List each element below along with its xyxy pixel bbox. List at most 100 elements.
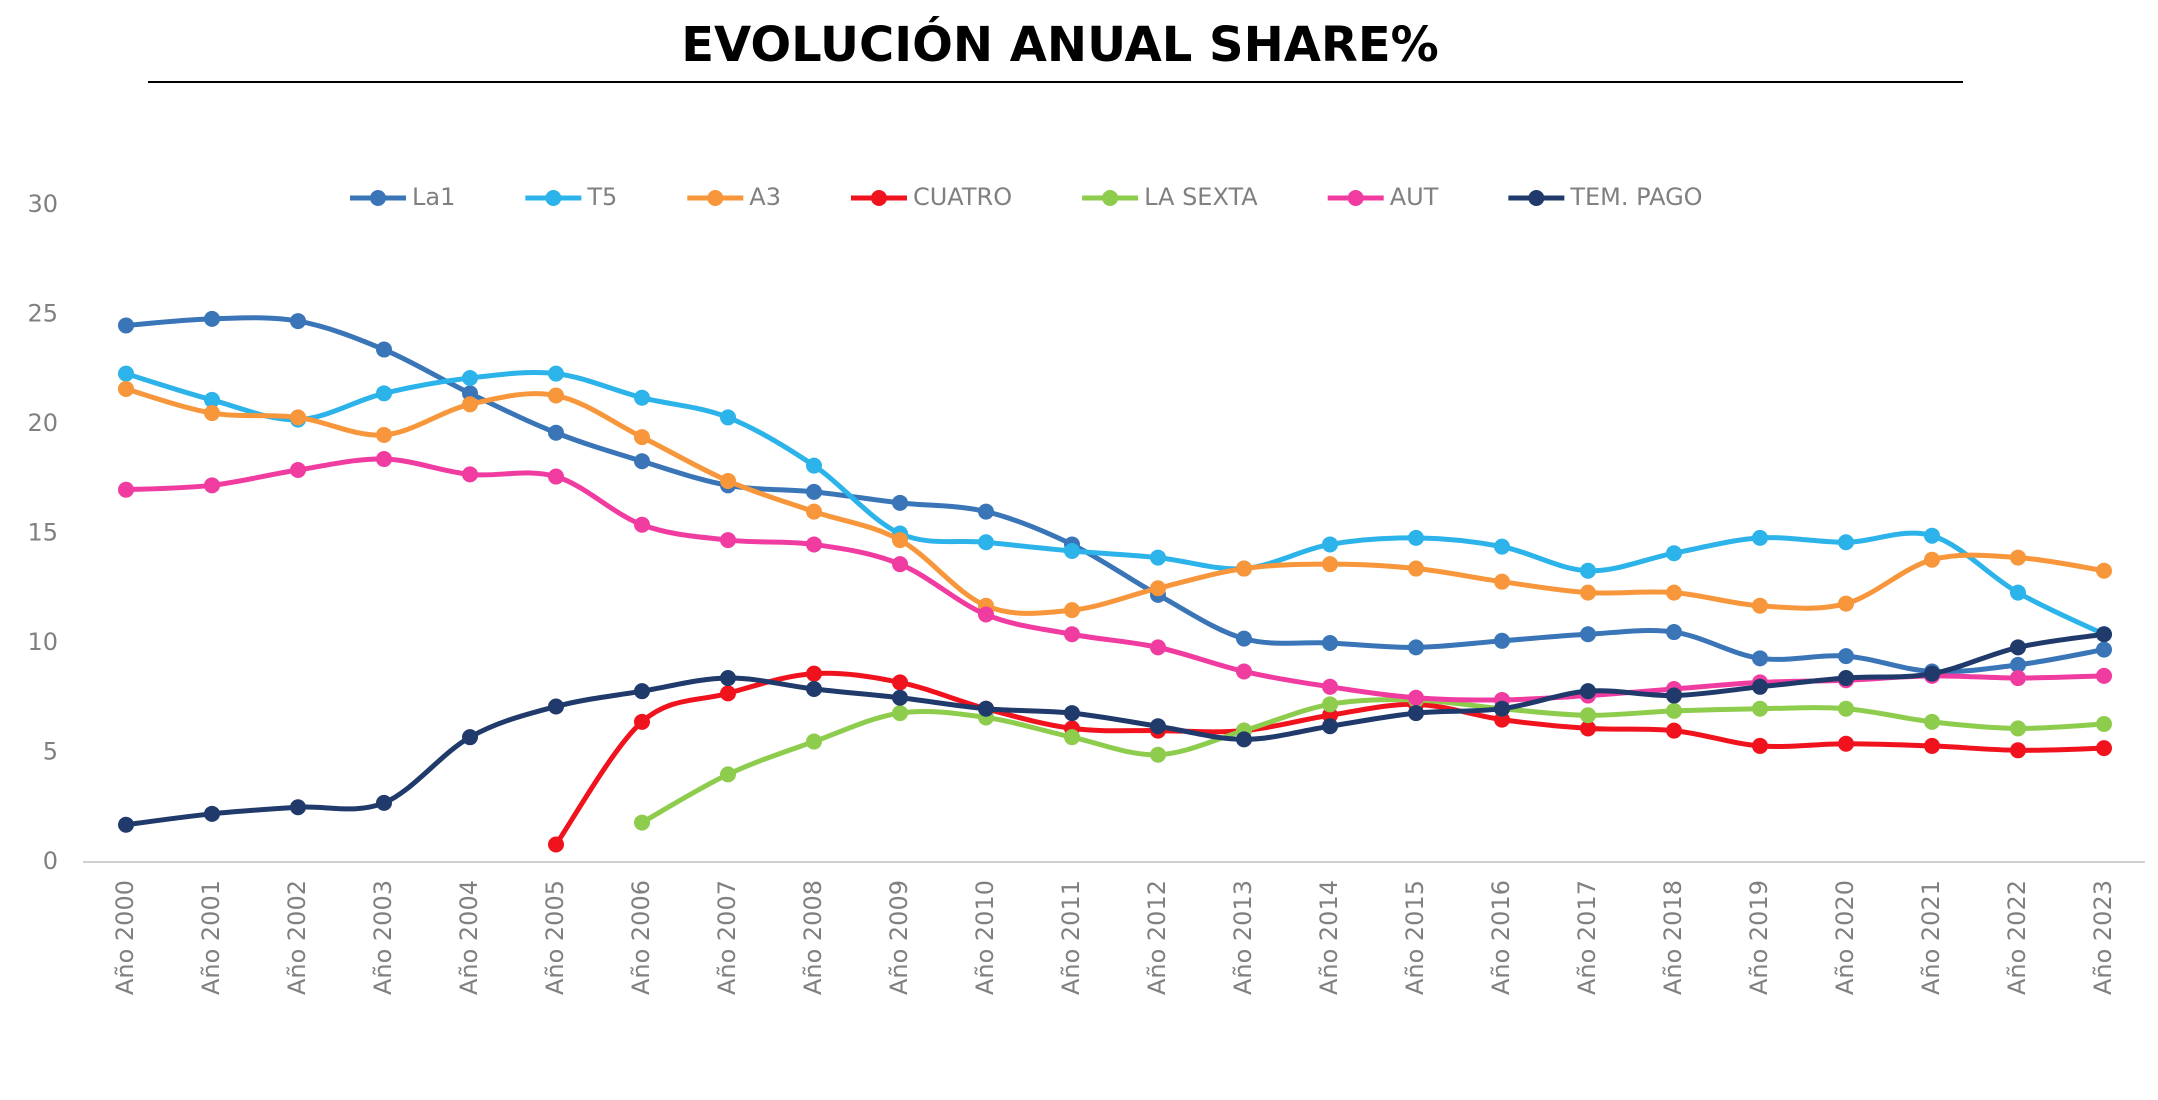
data-point [118,380,134,397]
data-point [634,683,650,700]
y-tick-label: 30 [27,190,58,218]
data-point [1666,687,1682,704]
data-point [634,516,650,533]
data-point [634,713,650,730]
data-point [1064,543,1080,560]
data-point [1236,663,1252,680]
series-line [640,697,2105,825]
legend-marker [1347,190,1364,206]
data-point [720,532,736,549]
data-point [1838,534,1854,551]
legend-marker [707,190,724,206]
data-point [1408,639,1424,656]
data-point [548,424,564,441]
data-point [2010,549,2026,566]
legend-marker [1528,190,1545,206]
data-point [1580,707,1596,724]
legend-label: AUT [1390,183,1439,211]
x-tick-label: Año 2014 [1315,880,1343,995]
data-point [1150,549,1166,566]
data-point [1494,700,1510,717]
x-tick-label: Año 2001 [197,880,225,995]
x-tick-label: Año 2013 [1229,880,1257,995]
data-point [806,733,822,750]
data-point [1666,722,1682,739]
data-point [720,685,736,702]
data-point [1236,731,1252,748]
y-tick-label: 10 [27,628,58,656]
data-point [1150,718,1166,735]
data-point [634,453,650,470]
data-point [548,698,564,715]
y-tick-label: 20 [27,409,58,437]
x-tick-label: Año 2005 [541,880,569,995]
data-point [204,477,220,494]
data-point [290,799,306,816]
data-point [118,365,134,382]
data-point [1752,678,1768,695]
series-line [125,386,2105,616]
data-point [118,481,134,498]
data-point [2096,716,2112,733]
data-point [1322,556,1338,573]
data-point [1322,678,1338,695]
data-point [1322,707,1338,724]
x-tick-label: Año 2006 [627,880,655,995]
x-tick-label: Año 2012 [1143,880,1171,995]
y-tick-label: 5 [43,738,58,766]
x-tick-label: Año 2023 [2089,880,2117,995]
data-point [1494,538,1510,555]
data-point [1322,635,1338,651]
data-point [892,674,908,691]
data-point [204,310,220,327]
data-point [1064,602,1080,619]
data-point [1580,626,1596,643]
y-tick-label: 0 [43,847,58,875]
data-point [1666,624,1682,641]
data-point [1150,580,1166,597]
data-point [892,705,908,722]
data-point [1064,626,1080,643]
legend-label: La1 [412,183,455,211]
y-tick-label: 25 [27,300,58,328]
data-point [1924,737,1940,754]
data-point [1752,737,1768,754]
data-point [1408,560,1424,577]
data-point [290,409,306,426]
x-tick-label: Año 2008 [799,880,827,995]
data-point [1666,545,1682,562]
data-point [1924,551,1940,568]
data-point [462,370,478,387]
data-point [1752,650,1768,667]
data-point [1580,562,1596,579]
data-point [462,385,478,402]
data-point [2096,641,2112,658]
data-point [376,794,392,811]
data-point [1150,746,1166,763]
legend-marker [370,190,386,206]
data-point [1236,630,1252,647]
data-point [978,606,994,623]
series-line [125,456,2105,703]
data-point [1064,729,1080,746]
data-point [1752,700,1768,717]
x-tick-label: Año 2007 [713,880,741,995]
data-point [2010,639,2026,656]
data-point [1408,689,1424,706]
data-point [1838,670,1854,687]
data-point [548,468,564,485]
data-point [892,532,908,549]
legend-marker [870,190,887,206]
x-tick-label: Año 2010 [971,880,999,995]
data-point [1752,529,1768,546]
x-tick-label: Año 2015 [1401,880,1429,995]
data-point [290,313,306,330]
data-point [1408,705,1424,722]
data-point [1752,597,1768,614]
data-point [1322,718,1338,735]
data-point [806,536,822,553]
x-tick-label: Año 2021 [1917,880,1945,995]
data-point [2010,720,2026,737]
data-point [1322,696,1338,713]
data-point [806,665,822,682]
